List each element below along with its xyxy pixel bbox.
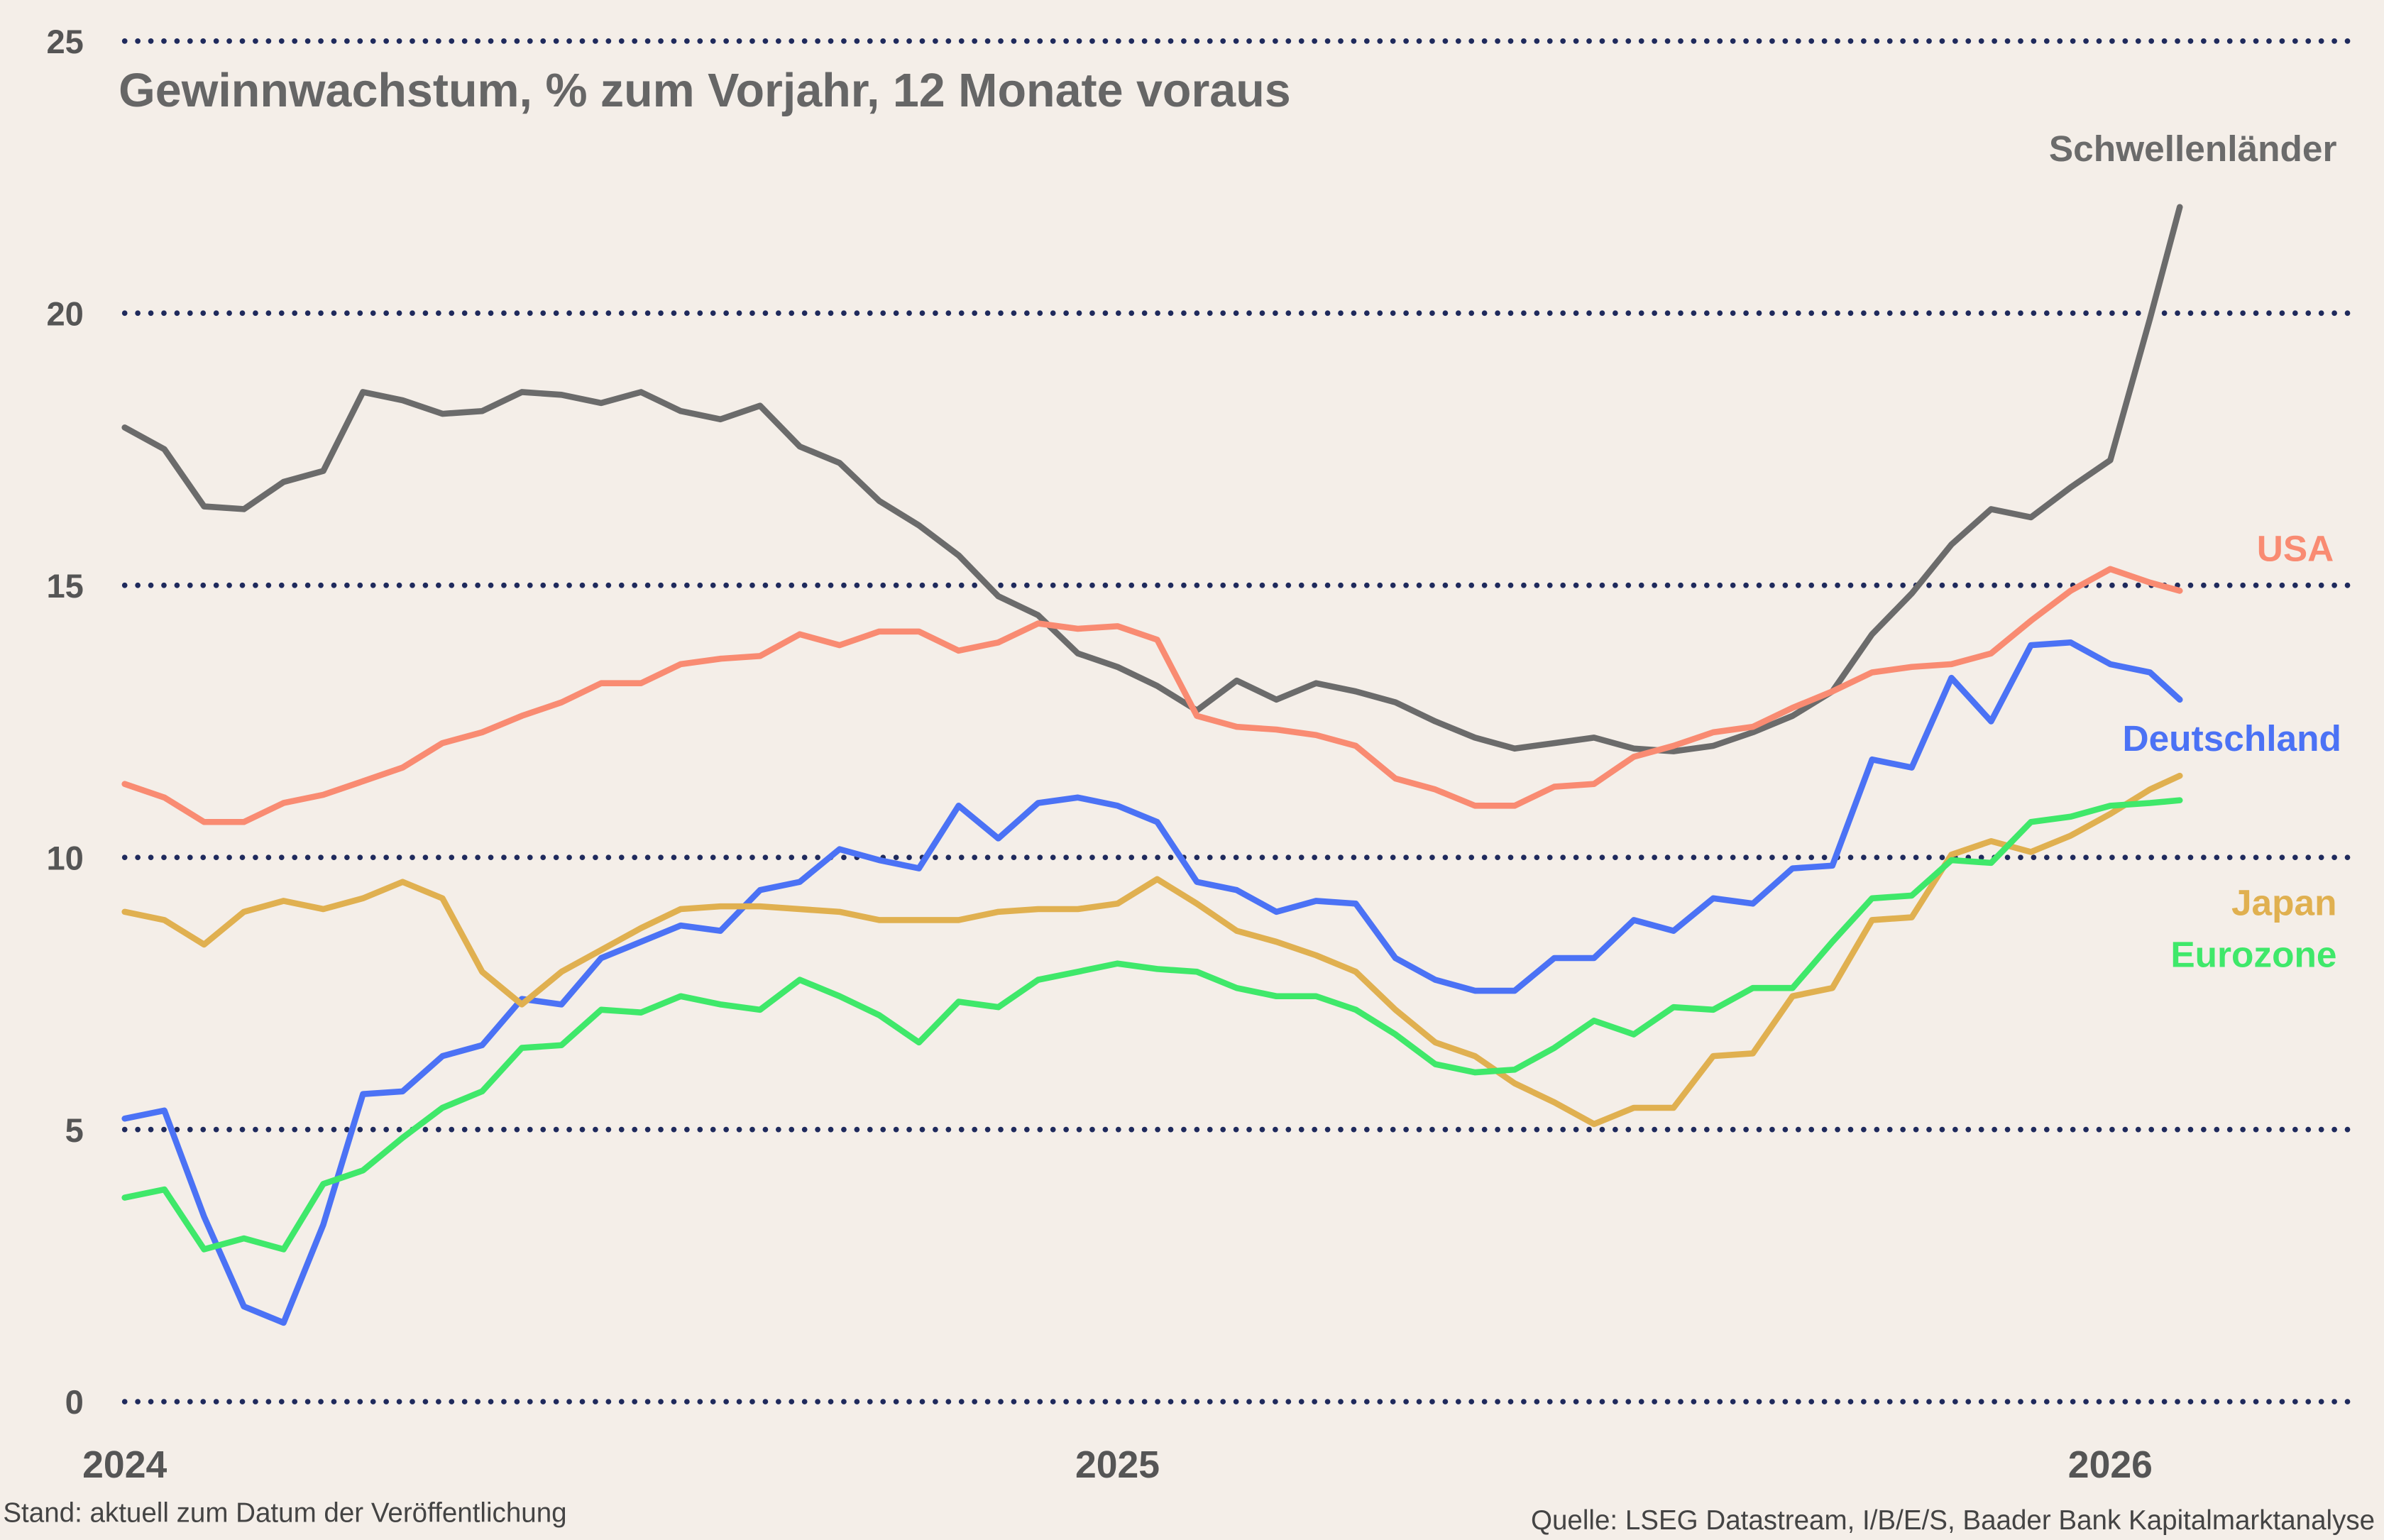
series-label-usa: USA [2257,527,2334,568]
y-tick-label-10: 10 [46,839,83,876]
series-line-eurozone [121,797,2183,1253]
y-tick-label-20: 20 [46,295,83,332]
y-tick-label-0: 0 [65,1383,84,1421]
series-line-usa [121,566,2183,825]
series-line-japan [121,772,2183,1128]
series-label-schwellenlaender: Schwellenländer [2049,128,2337,169]
x-axis-ticks: 2024 2025 2026 [82,1444,2153,1486]
series-lines [121,204,2183,1326]
gridlines [121,38,2353,1404]
x-tick-label-2025: 2025 [1075,1444,1160,1486]
series-label-deutschland: Deutschland [2122,717,2341,759]
series-line-schwellenlnder [121,204,2183,754]
series-labels: Schwellenländer USA Deutschland Japan Eu… [2049,128,2341,974]
footer-source: Quelle: LSEG Datastream, I/B/E/S, Baader… [1531,1505,2375,1536]
y-tick-label-15: 15 [46,567,83,605]
series-line-deutschland [121,639,2183,1326]
footer-date-note: Stand: aktuell zum Datum der Veröffentli… [3,1497,566,1528]
series-label-japan: Japan [2231,882,2337,923]
x-tick-label-2024: 2024 [82,1444,167,1486]
y-tick-label-25: 25 [46,23,83,60]
y-tick-label-5: 5 [65,1111,84,1149]
y-axis-ticks: 0 5 10 15 20 25 [46,23,83,1421]
chart-title: Gewinnwachstum, % zum Vorjahr, 12 Monate… [119,65,1291,117]
x-tick-label-2026: 2026 [2068,1444,2153,1486]
series-label-eurozone: Eurozone [2170,933,2336,974]
